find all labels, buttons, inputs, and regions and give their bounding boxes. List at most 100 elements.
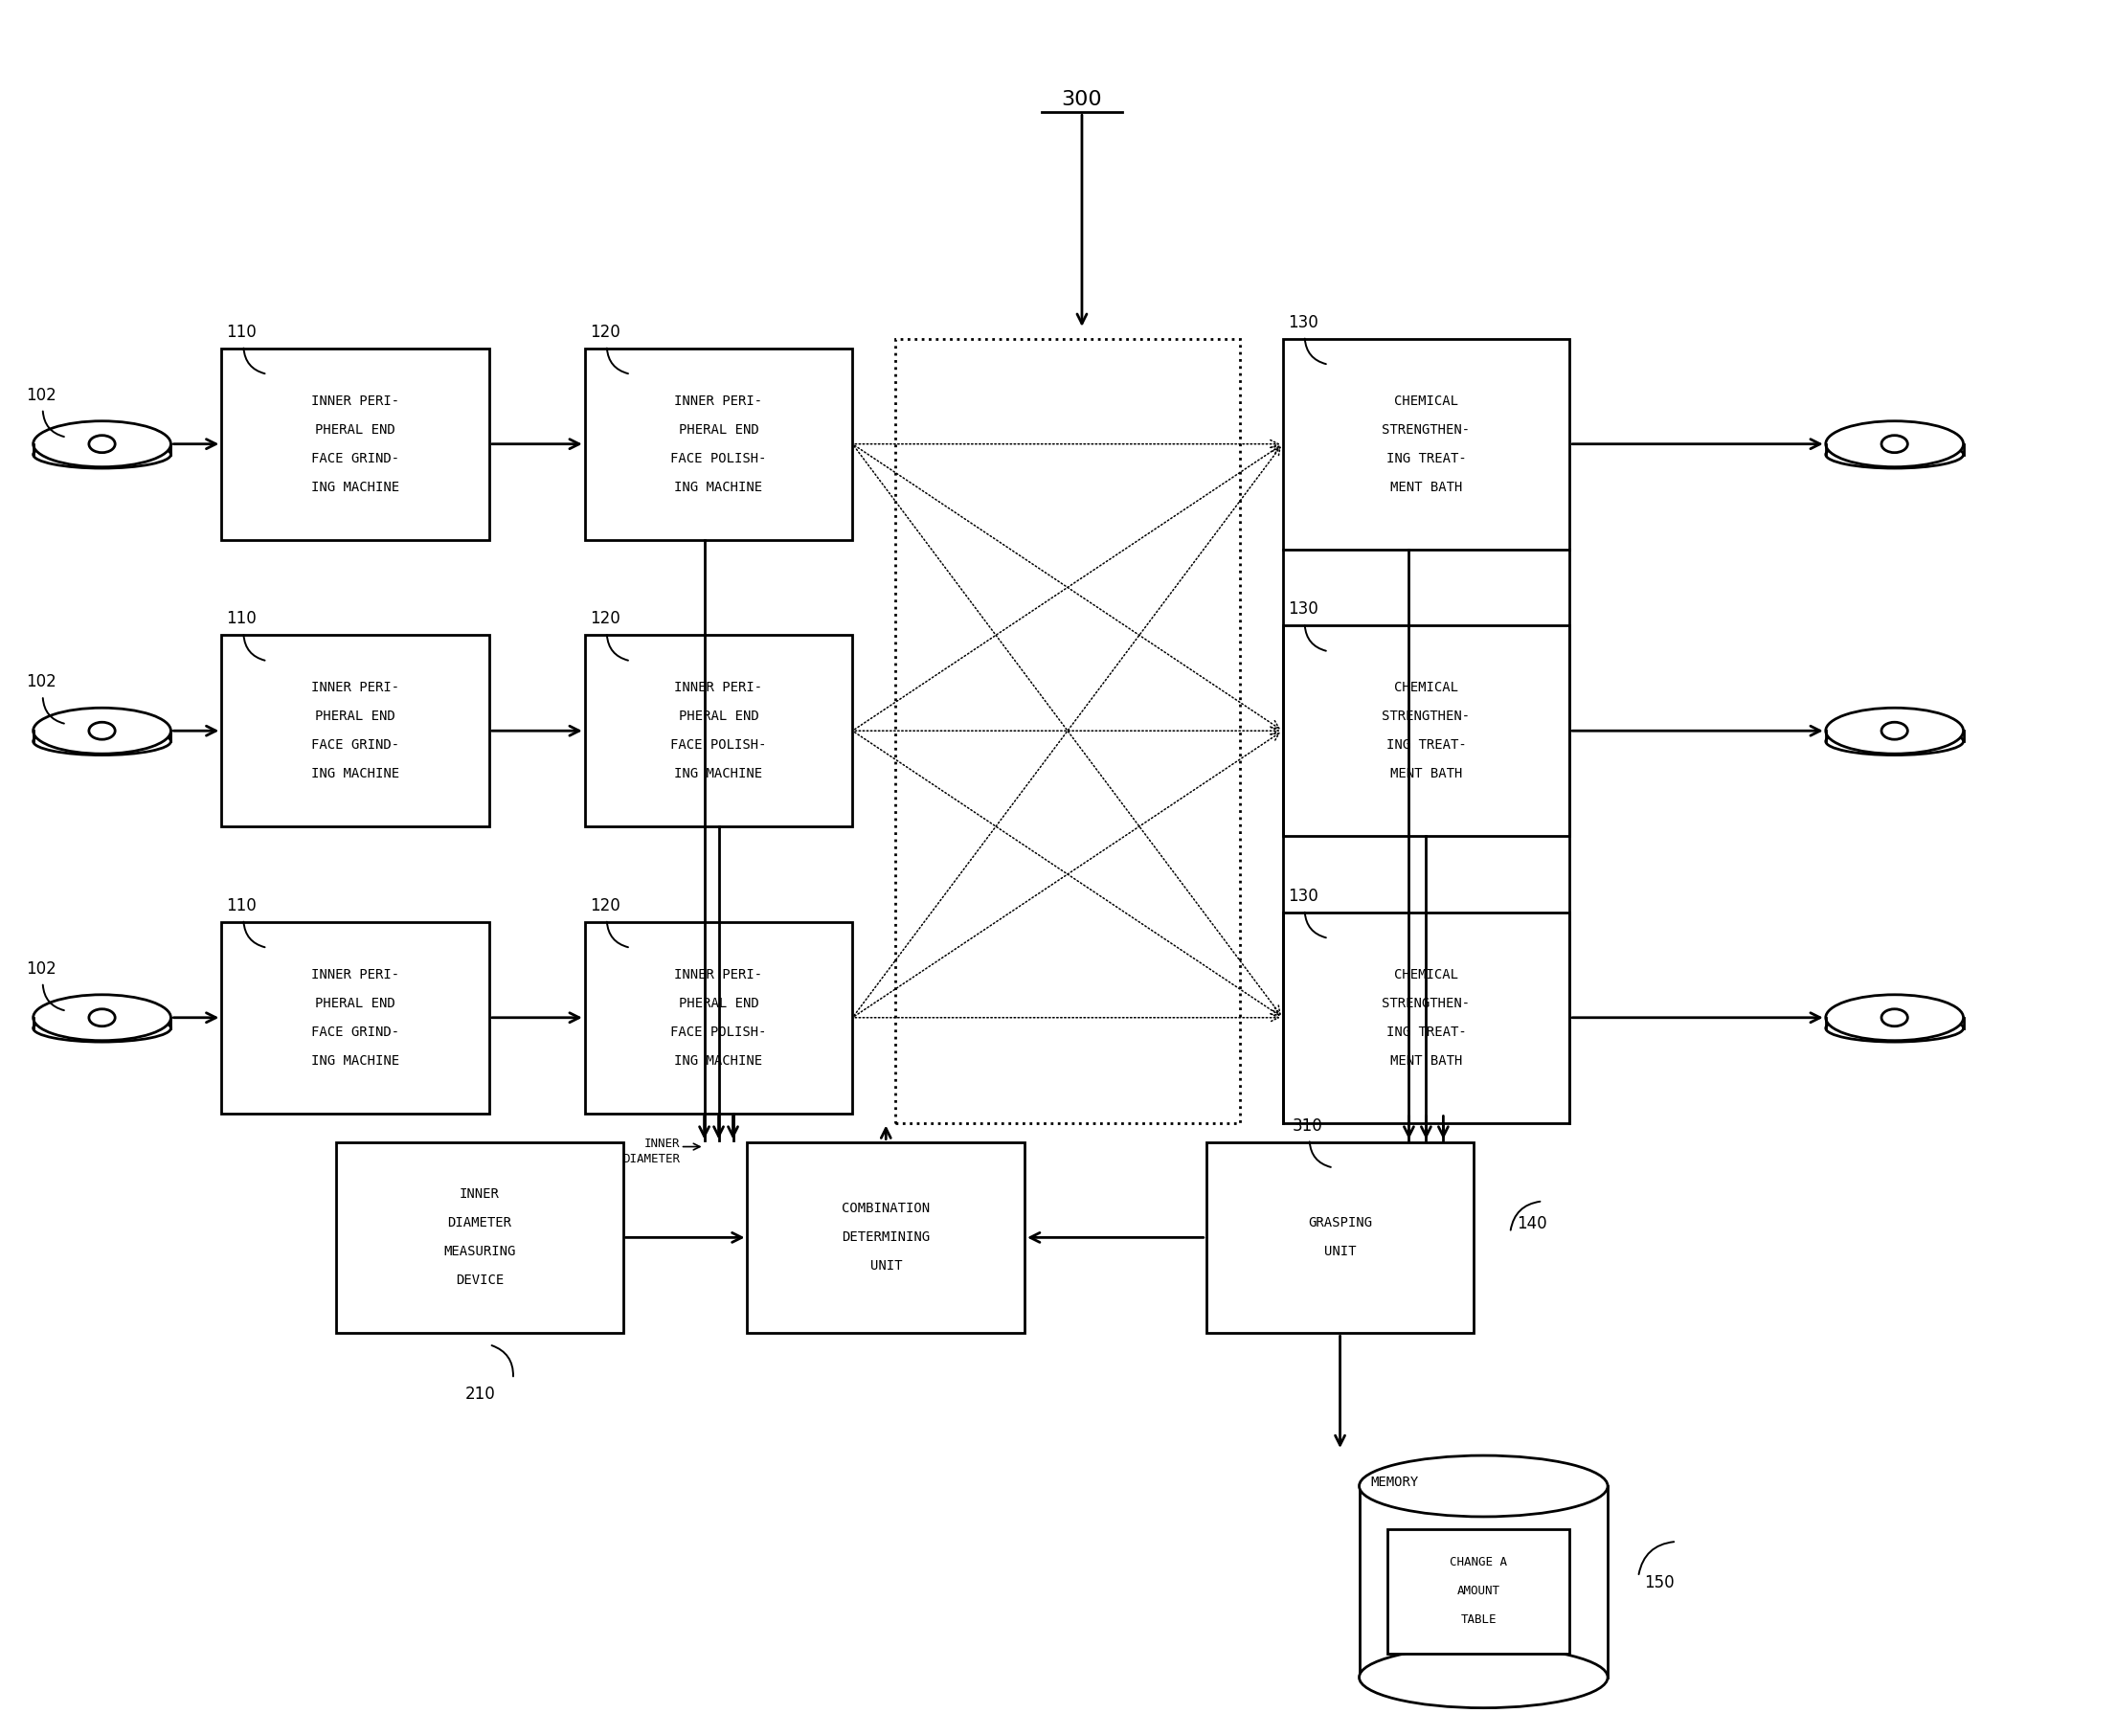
- Text: ING TREAT-: ING TREAT-: [1387, 1026, 1467, 1038]
- Text: FACE GRIND-: FACE GRIND-: [311, 738, 400, 752]
- Text: 130: 130: [1287, 887, 1319, 904]
- Ellipse shape: [1359, 1455, 1607, 1517]
- Text: ING TREAT-: ING TREAT-: [1387, 451, 1467, 465]
- Ellipse shape: [89, 436, 114, 453]
- FancyArrowPatch shape: [42, 698, 64, 724]
- Text: INNER PERI-: INNER PERI-: [675, 681, 762, 694]
- Bar: [747, 1142, 1025, 1333]
- Text: 130: 130: [1287, 314, 1319, 332]
- Text: PHERAL END: PHERAL END: [680, 424, 758, 436]
- Text: FACE POLISH-: FACE POLISH-: [671, 451, 766, 465]
- Text: ING MACHINE: ING MACHINE: [675, 767, 762, 781]
- Ellipse shape: [1825, 995, 1962, 1040]
- Text: COMBINATION: COMBINATION: [843, 1201, 929, 1215]
- Ellipse shape: [34, 441, 171, 469]
- Text: INNER PERI-: INNER PERI-: [311, 681, 400, 694]
- Ellipse shape: [89, 722, 114, 740]
- Text: 110: 110: [227, 611, 256, 627]
- Ellipse shape: [34, 422, 171, 467]
- Bar: [222, 922, 489, 1113]
- Ellipse shape: [34, 708, 171, 753]
- Ellipse shape: [1882, 722, 1907, 740]
- FancyArrowPatch shape: [42, 984, 64, 1010]
- Text: UNIT: UNIT: [1323, 1245, 1357, 1259]
- Text: INNER PERI-: INNER PERI-: [675, 969, 762, 981]
- Text: CHEMICAL: CHEMICAL: [1393, 394, 1459, 408]
- Text: 150: 150: [1645, 1575, 1675, 1592]
- Text: ING MACHINE: ING MACHINE: [311, 767, 400, 781]
- Text: ING TREAT-: ING TREAT-: [1387, 738, 1467, 752]
- Text: MENT BATH: MENT BATH: [1391, 767, 1463, 781]
- Text: GRASPING: GRASPING: [1308, 1217, 1372, 1229]
- Text: 130: 130: [1287, 601, 1319, 618]
- Ellipse shape: [1359, 1647, 1607, 1708]
- FancyArrowPatch shape: [1310, 1142, 1332, 1167]
- Text: FACE POLISH-: FACE POLISH-: [671, 1026, 766, 1038]
- Bar: [895, 339, 1241, 1123]
- Text: DIAMETER: DIAMETER: [447, 1217, 512, 1229]
- Text: 310: 310: [1291, 1116, 1323, 1134]
- FancyArrowPatch shape: [1304, 339, 1325, 365]
- FancyArrowPatch shape: [1512, 1201, 1539, 1231]
- Ellipse shape: [1825, 708, 1962, 753]
- Text: INNER PERI-: INNER PERI-: [675, 394, 762, 408]
- Text: 300: 300: [1061, 90, 1103, 109]
- Text: INNER: INNER: [459, 1187, 500, 1201]
- Text: INNER
DIAMETER: INNER DIAMETER: [622, 1137, 680, 1165]
- Text: INNER PERI-: INNER PERI-: [311, 394, 400, 408]
- Text: MENT BATH: MENT BATH: [1391, 1054, 1463, 1068]
- Bar: [584, 635, 853, 826]
- Text: PHERAL END: PHERAL END: [315, 424, 396, 436]
- FancyArrowPatch shape: [608, 635, 629, 660]
- FancyArrowPatch shape: [1304, 625, 1325, 651]
- Ellipse shape: [1825, 441, 1962, 469]
- Text: ING MACHINE: ING MACHINE: [675, 481, 762, 493]
- Text: ING MACHINE: ING MACHINE: [311, 1054, 400, 1068]
- Text: MEMORY: MEMORY: [1370, 1476, 1418, 1489]
- Text: CHANGE A: CHANGE A: [1450, 1557, 1507, 1569]
- Text: 110: 110: [227, 323, 256, 340]
- Ellipse shape: [1825, 1014, 1962, 1042]
- Text: 210: 210: [466, 1385, 495, 1403]
- FancyArrowPatch shape: [1639, 1542, 1675, 1575]
- Bar: [337, 1142, 622, 1333]
- FancyArrowPatch shape: [243, 635, 265, 660]
- Bar: [1207, 1142, 1473, 1333]
- Bar: [222, 635, 489, 826]
- Text: DETERMINING: DETERMINING: [843, 1231, 929, 1245]
- Text: 120: 120: [589, 898, 620, 915]
- Text: PHERAL END: PHERAL END: [315, 996, 396, 1010]
- Bar: [584, 922, 853, 1113]
- Text: CHEMICAL: CHEMICAL: [1393, 681, 1459, 694]
- Text: AMOUNT: AMOUNT: [1456, 1585, 1501, 1597]
- Text: PHERAL END: PHERAL END: [680, 996, 758, 1010]
- Text: STRENGTHEN-: STRENGTHEN-: [1382, 424, 1469, 436]
- Text: PHERAL END: PHERAL END: [680, 710, 758, 724]
- Text: MENT BATH: MENT BATH: [1391, 481, 1463, 493]
- Text: FACE POLISH-: FACE POLISH-: [671, 738, 766, 752]
- Text: TABLE: TABLE: [1461, 1614, 1497, 1627]
- Text: 110: 110: [227, 898, 256, 915]
- Ellipse shape: [1882, 436, 1907, 453]
- Text: FACE GRIND-: FACE GRIND-: [311, 451, 400, 465]
- Text: DEVICE: DEVICE: [455, 1274, 504, 1286]
- FancyArrowPatch shape: [608, 349, 629, 373]
- Text: ING MACHINE: ING MACHINE: [675, 1054, 762, 1068]
- FancyArrowPatch shape: [243, 922, 265, 948]
- Text: 102: 102: [25, 674, 55, 691]
- Text: 140: 140: [1518, 1215, 1548, 1233]
- Text: STRENGTHEN-: STRENGTHEN-: [1382, 710, 1469, 724]
- Text: INNER PERI-: INNER PERI-: [311, 969, 400, 981]
- Text: FACE GRIND-: FACE GRIND-: [311, 1026, 400, 1038]
- Bar: [1283, 913, 1569, 1123]
- Text: 102: 102: [25, 387, 55, 404]
- Bar: [584, 349, 853, 540]
- Bar: [222, 349, 489, 540]
- FancyArrowPatch shape: [243, 349, 265, 373]
- Bar: [1389, 1529, 1569, 1653]
- Bar: [1283, 339, 1569, 549]
- Text: PHERAL END: PHERAL END: [315, 710, 396, 724]
- Text: MEASURING: MEASURING: [445, 1245, 517, 1259]
- Text: 120: 120: [589, 611, 620, 627]
- Text: CHEMICAL: CHEMICAL: [1393, 969, 1459, 981]
